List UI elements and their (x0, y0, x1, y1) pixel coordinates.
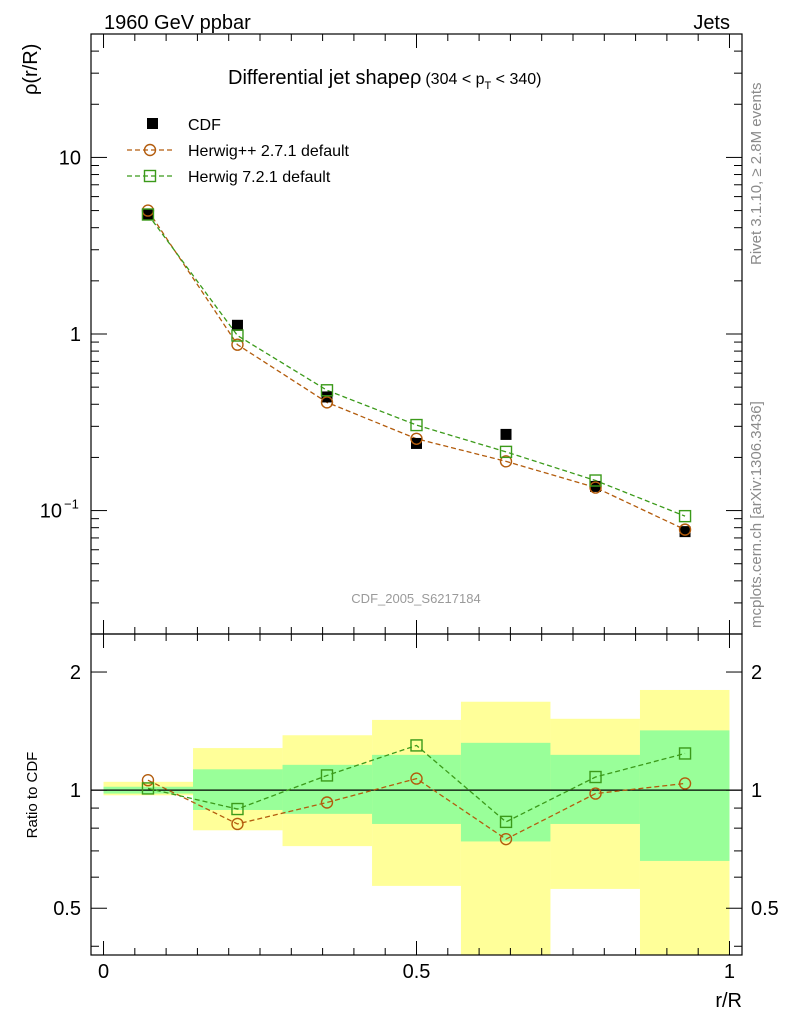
title-pt-range-pre: (304 < p (425, 71, 484, 88)
ratio-line-herwigpp (147, 777, 686, 840)
ratio-herwigpp-point (410, 772, 423, 785)
band-inner (550, 754, 640, 824)
ratio-herwig7-point (410, 739, 423, 752)
main-y-tick-label: 10 (40, 501, 62, 523)
ratio-herwigpp-point (231, 817, 244, 831)
ratio-herwigpp-point (141, 774, 155, 787)
herwig7-point (141, 208, 155, 221)
main-y-tick-label-exponent: −1 (64, 497, 79, 512)
legend-label-herwigpp: Herwig++ 2.7.1 default (188, 143, 350, 160)
ratio-series-lines (147, 744, 686, 840)
main-y-tick-label: 10 (59, 147, 81, 169)
header-energy-label: 1960 GeV ppbar (104, 12, 251, 34)
herwigpp-point (589, 481, 602, 494)
herwigpp-point (410, 432, 423, 445)
herwigpp-point (320, 396, 334, 409)
ratio-herwig7-point (141, 782, 155, 795)
ratio-herwig7-point (231, 802, 244, 816)
herwig7-point (320, 384, 334, 397)
ratio-herwig7-point (678, 747, 692, 760)
band-inner (460, 742, 551, 842)
herwig7-point (589, 474, 602, 487)
main-y-tick-label: 1 (70, 324, 81, 346)
herwigpp-point (499, 455, 513, 468)
band-inner (372, 754, 461, 824)
main-series-lines (147, 210, 686, 531)
rivet-version-label: Rivet 3.1.10, ≥ 2.8M events (748, 83, 765, 266)
legend-marker-herwig7 (143, 169, 157, 183)
ratio-herwig7-point (499, 815, 513, 829)
main-y-axis-label: ρ(r/R) (20, 44, 42, 95)
ratio-herwig7-point (320, 769, 334, 782)
ratio-herwigpp-point (589, 787, 602, 800)
legend-label-herwig7: Herwig 7.2.1 default (188, 169, 331, 186)
ratio-herwigpp-point (320, 796, 334, 809)
ratio-line-herwig7 (147, 744, 686, 823)
mcplots-credit-label: mcplots.cern.ch [arXiv:1306.3436] (748, 401, 765, 628)
ratio-y-tick-label-right: 1 (751, 780, 762, 802)
title-pt-range-post: < 340) (491, 71, 541, 88)
ratio-uncertainty-bands (103, 689, 730, 955)
x-tick-label: 1 (724, 961, 735, 983)
cdf-data-point (231, 319, 243, 331)
herwigpp-point (231, 338, 244, 351)
ratio-herwigpp-point (499, 832, 513, 846)
main-panel-title: Differential jet shapeρ (304 < pT < 340) (228, 67, 542, 92)
main-line-herwigpp (147, 210, 686, 531)
herwig7-point (678, 509, 692, 523)
data-markers (141, 204, 692, 846)
ratio-y-tick-label-right: 2 (751, 662, 762, 684)
title-main-text: Differential jet shapeρ (228, 67, 421, 89)
herwigpp-point (678, 523, 692, 536)
ratio-y-tick-label-left: 0.5 (53, 898, 81, 920)
analysis-watermark: CDF_2005_S6217184 (351, 591, 480, 606)
ratio-herwig7-point (589, 770, 602, 784)
cdf-data-point (679, 526, 691, 538)
main-line-herwig7 (147, 214, 686, 517)
legend-marker-herwigpp (143, 143, 157, 157)
herwig7-point (231, 329, 244, 342)
cdf-data-point (411, 437, 422, 449)
legend-label-cdf: CDF (188, 117, 221, 134)
title-pt-range-sub: T (485, 80, 492, 92)
ratio-y-tick-label-right: 0.5 (751, 898, 779, 920)
ratio-y-tick-label-left: 2 (70, 662, 81, 684)
legend: CDF Herwig++ 2.7.1 default Herwig 7.2.1 … (127, 117, 350, 186)
band-inner (282, 764, 373, 814)
band-inner (639, 730, 730, 861)
x-axis-label: r/R (715, 990, 742, 1012)
x-tick-label: 0.5 (403, 961, 431, 983)
legend-marker-cdf (147, 118, 158, 129)
ratio-y-axis-label: Ratio to CDF (24, 752, 41, 839)
x-tick-label: 0 (98, 961, 109, 983)
title-pt-range: (304 < pT < 340) (425, 71, 541, 92)
herwig7-point (410, 418, 423, 432)
cdf-data-point (500, 428, 512, 440)
header-process-label: Jets (693, 12, 730, 34)
ratio-herwigpp-point (678, 777, 692, 790)
cdf-data-point (142, 209, 154, 221)
ratio-y-tick-label-left: 1 (70, 780, 81, 802)
herwig7-point (499, 445, 513, 459)
